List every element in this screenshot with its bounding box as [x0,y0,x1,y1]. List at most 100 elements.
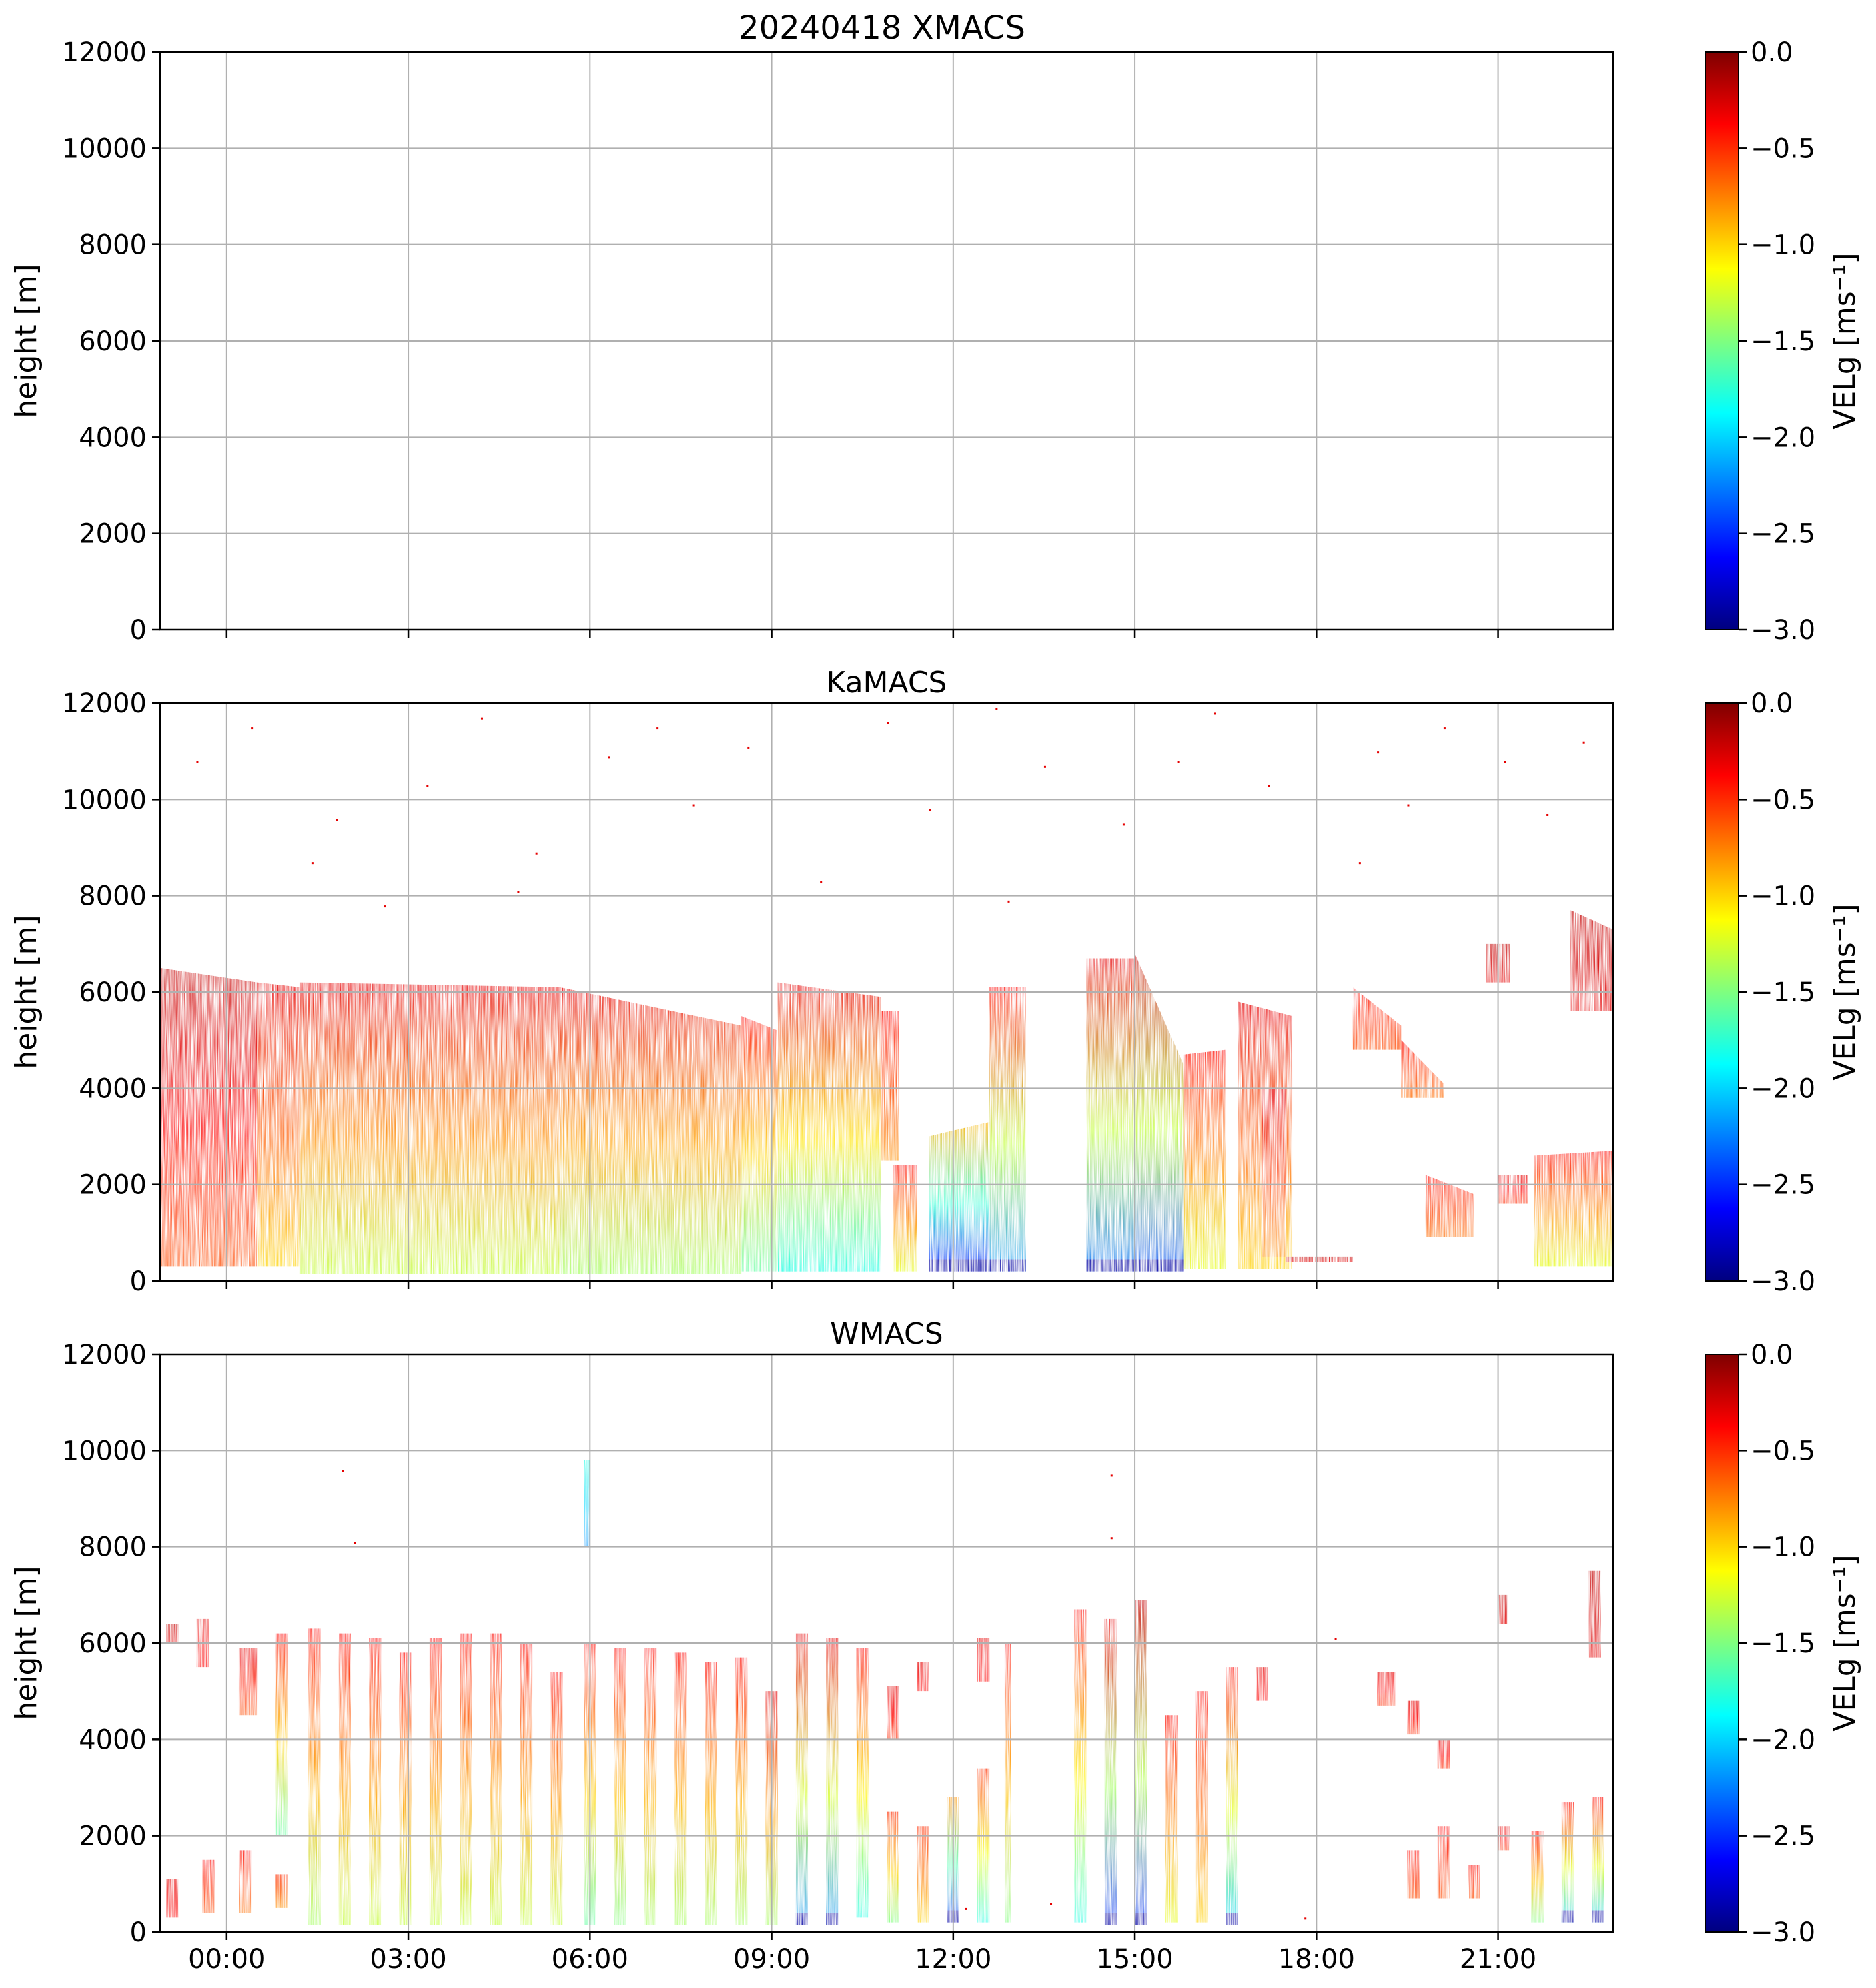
echo-region [1183,1049,1226,1269]
echo-speck [1110,1537,1113,1540]
echo-speck [384,905,386,908]
echo-region [1286,1256,1353,1262]
y-tick-label: 0 [130,1266,147,1297]
echo-region [1468,1864,1480,1899]
echo-region [166,1879,179,1918]
echo-region [1588,1570,1601,1658]
colorbar-tick-label: 0.0 [1751,37,1793,68]
echo-region [338,1633,351,1925]
y-tick-label: 6000 [79,326,147,357]
echo-region [1086,958,1135,1272]
echo-region [644,1648,657,1925]
y-tick-label: 2000 [79,1821,147,1852]
echo-speck [1407,804,1410,807]
echo-speck [608,756,610,759]
x-tick-label: 21:00 [1460,1944,1536,1975]
echo-speck [1110,1474,1113,1477]
echo-region [238,1850,252,1913]
colorbar-tick-label: −2.0 [1751,1724,1815,1755]
x-tick-label: 09:00 [733,1944,810,1975]
echo-region [202,1859,215,1913]
x-tick-label: 15:00 [1096,1944,1173,1975]
echo-speck [1504,761,1506,763]
echo-region [429,1638,442,1925]
echo-region [1377,1672,1396,1706]
echo-region [584,1460,590,1547]
echo-region [1437,1826,1450,1899]
data-layer [160,910,1613,1274]
echo-speck [1177,761,1180,763]
y-tick-label: 12000 [62,37,147,68]
echo-speck [929,809,931,811]
echo-region [917,1662,929,1692]
y-tick-label: 10000 [62,1436,147,1466]
y-tick-label: 10000 [62,785,147,815]
y-tick-label: 12000 [62,1340,147,1370]
echo-speck [1377,751,1380,754]
y-axis-label: height [m] [9,1566,43,1720]
x-tick-label: 00:00 [188,1944,265,1975]
x-tick-label: 12:00 [915,1944,991,1975]
echo-region [705,1662,717,1925]
panel-kamacs: KaMACS 0 2000 4000 6000 8000 10000 12000 height … [9,666,1862,1297]
y-tick-label: 8000 [79,881,147,912]
echo-speck [517,891,520,893]
echo-region [880,1011,899,1161]
y-tick-label: 4000 [79,422,147,453]
colorbar-tick-label: −1.5 [1751,326,1815,357]
x-tick-label: 03:00 [370,1944,446,1975]
y-tick-label: 12000 [62,688,147,719]
echo-speck [656,727,659,730]
echo-region [1534,1151,1613,1267]
echo-speck [426,785,429,787]
echo-speck [1358,862,1361,865]
echo-speck [480,717,483,720]
x-tick-label: 18:00 [1278,1944,1355,1975]
echo-region [893,1165,917,1272]
ground-band [1086,1259,1135,1272]
echo-speck [342,1470,344,1472]
colorbar-tick-label: −2.0 [1751,422,1815,453]
colorbar-tick-label: −1.0 [1751,881,1815,912]
colorbar-tick-label: −2.5 [1751,1170,1815,1201]
echo-region [917,1826,929,1923]
echo-region [299,982,560,1274]
echo-speck [747,746,750,749]
echo-speck [1050,1903,1053,1905]
ground-band [795,1913,809,1925]
echo-region [550,1672,563,1925]
colorbar-tick-label: 0.0 [1751,688,1793,719]
echo-speck [535,852,538,855]
echo-region [275,1633,288,1836]
echo-speck [1546,813,1549,816]
echo-region [929,1121,990,1272]
echo-region [1437,1739,1450,1769]
colorbar-tick-label: −0.5 [1751,133,1815,164]
y-tick-label: 4000 [79,1073,147,1104]
panel-title: KaMACS [827,666,947,700]
echo-speck [1122,823,1125,826]
ground-band [1135,1913,1147,1925]
echo-speck [1334,1638,1337,1640]
echo-region [460,1633,472,1925]
ground-band [1135,1259,1184,1272]
colorbar [1705,51,1739,630]
echo-region [1074,1609,1087,1923]
echo-speck [311,862,314,865]
colorbar-tick-label: −2.5 [1751,1821,1815,1852]
echo-speck [692,804,695,807]
y-tick-label: 6000 [79,1628,147,1659]
y-tick-label: 6000 [79,977,147,1008]
echo-region [1195,1691,1208,1923]
colorbar-label: VELg [ms⁻¹] [1828,1554,1862,1731]
ground-band [1561,1910,1574,1923]
colorbar-tick-label: −0.5 [1751,785,1815,815]
echo-region [1135,953,1184,1272]
echo-region [1425,1175,1474,1238]
panel-xmacs: 0 2000 4000 6000 8000 10000 12000 height [m] 0.0… [9,37,1862,646]
echo-region [1135,1600,1147,1925]
echo-region [1592,1797,1604,1923]
colorbar-label: VELg [ms⁻¹] [1828,903,1862,1080]
echo-region [856,1648,869,1918]
ground-band [826,1913,839,1925]
